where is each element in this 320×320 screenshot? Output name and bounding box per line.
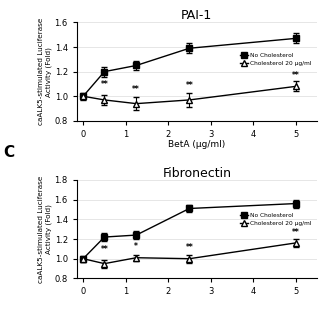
Y-axis label: caALK5-stimulated Luciferase
Activity (Fold): caALK5-stimulated Luciferase Activity (F… bbox=[38, 18, 52, 125]
Y-axis label: caALK5-stimulated Luciferase
Activity (Fold): caALK5-stimulated Luciferase Activity (F… bbox=[38, 175, 52, 283]
Text: *: * bbox=[134, 242, 138, 251]
Text: C: C bbox=[3, 145, 14, 160]
Text: **: ** bbox=[292, 228, 300, 237]
Title: PAI-1: PAI-1 bbox=[181, 9, 212, 22]
Title: Fibronectin: Fibronectin bbox=[162, 167, 231, 180]
Text: **: ** bbox=[186, 81, 193, 90]
X-axis label: BetA (μg/ml): BetA (μg/ml) bbox=[168, 140, 225, 149]
Text: **: ** bbox=[132, 85, 140, 94]
Text: **: ** bbox=[100, 245, 108, 254]
Text: **: ** bbox=[292, 71, 300, 80]
Legend: No Cholesterol, Cholesterol 20 μg/ml: No Cholesterol, Cholesterol 20 μg/ml bbox=[237, 51, 314, 69]
Text: **: ** bbox=[100, 80, 108, 89]
Legend: No Cholesterol, Cholesterol 20 μg/ml: No Cholesterol, Cholesterol 20 μg/ml bbox=[237, 211, 314, 228]
Text: **: ** bbox=[186, 243, 193, 252]
